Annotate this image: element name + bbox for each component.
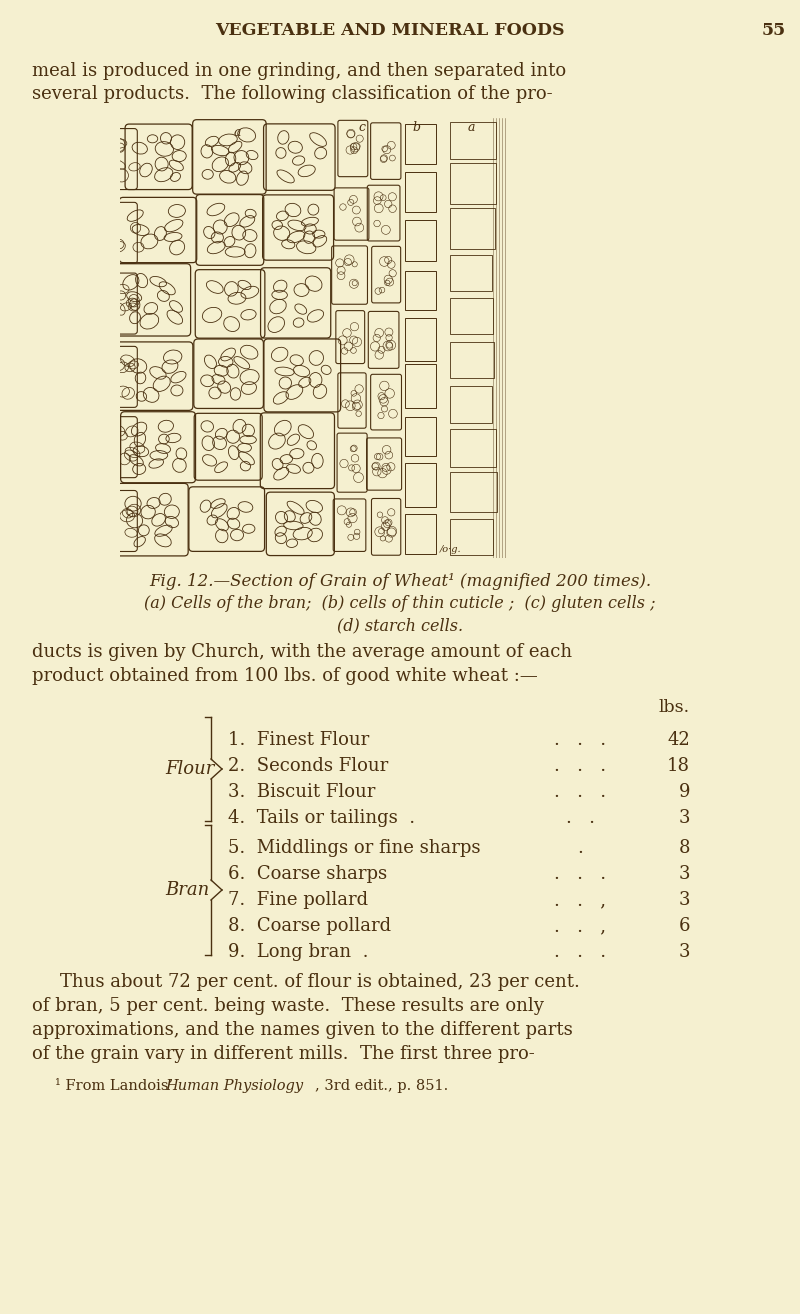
- Text: ducts is given by Church, with the average amount of each: ducts is given by Church, with the avera…: [32, 643, 572, 661]
- Text: .   .   ,: . . ,: [554, 917, 606, 936]
- Text: /o·g.: /o·g.: [440, 545, 462, 555]
- Text: Flour: Flour: [165, 759, 214, 778]
- Text: 4.  Tails or tailings  .: 4. Tails or tailings .: [228, 809, 415, 827]
- Text: ¹ From Landois’: ¹ From Landois’: [55, 1079, 178, 1093]
- Text: 1.  Finest Flour: 1. Finest Flour: [228, 731, 370, 749]
- Text: 3: 3: [678, 865, 690, 883]
- Text: 18: 18: [667, 757, 690, 775]
- Text: Human Physiology: Human Physiology: [165, 1079, 303, 1093]
- Text: .   .   .: . . .: [554, 783, 606, 802]
- Text: several products.  The following classification of the pro-: several products. The following classifi…: [32, 85, 553, 102]
- Text: a: a: [467, 121, 474, 134]
- Text: VEGETABLE AND MINERAL FOODS: VEGETABLE AND MINERAL FOODS: [215, 22, 565, 39]
- Text: .   .   .: . . .: [554, 731, 606, 749]
- Text: 2.  Seconds Flour: 2. Seconds Flour: [228, 757, 388, 775]
- Text: (a) Cells of the bran;  (b) cells of thin cuticle ;  (c) gluten cells ;: (a) Cells of the bran; (b) cells of thin…: [144, 595, 656, 612]
- Text: 3: 3: [678, 943, 690, 961]
- Text: meal is produced in one grinding, and then separated into: meal is produced in one grinding, and th…: [32, 62, 566, 80]
- Text: product obtained from 100 lbs. of good white wheat :—: product obtained from 100 lbs. of good w…: [32, 668, 538, 685]
- Text: 3: 3: [678, 891, 690, 909]
- Text: b: b: [413, 121, 420, 134]
- Text: .   .: . .: [566, 809, 594, 827]
- Text: c: c: [358, 121, 366, 134]
- Text: 3: 3: [678, 809, 690, 827]
- Text: .   .   .: . . .: [554, 943, 606, 961]
- Text: 5.  Middlings or fine sharps: 5. Middlings or fine sharps: [228, 840, 481, 857]
- Text: 8.  Coarse pollard: 8. Coarse pollard: [228, 917, 391, 936]
- Text: 9: 9: [678, 783, 690, 802]
- Text: 6.  Coarse sharps: 6. Coarse sharps: [228, 865, 387, 883]
- Text: approximations, and the names given to the different parts: approximations, and the names given to t…: [32, 1021, 573, 1039]
- Text: of the grain vary in different mills.  The first three pro-: of the grain vary in different mills. Th…: [32, 1045, 534, 1063]
- Text: .: .: [577, 840, 583, 857]
- Text: 9.  Long bran  .: 9. Long bran .: [228, 943, 369, 961]
- Text: of bran, 5 per cent. being waste.  These results are only: of bran, 5 per cent. being waste. These …: [32, 997, 544, 1014]
- Text: .   .   .: . . .: [554, 757, 606, 775]
- Text: lbs.: lbs.: [659, 699, 690, 716]
- Text: Bran: Bran: [165, 880, 210, 899]
- Text: 8: 8: [678, 840, 690, 857]
- Text: 55: 55: [762, 22, 786, 39]
- Text: Fig. 12.—Section of Grain of Wheat¹ (magnified 200 times).: Fig. 12.—Section of Grain of Wheat¹ (mag…: [149, 573, 651, 590]
- Text: 7.  Fine pollard: 7. Fine pollard: [228, 891, 368, 909]
- Text: .   .   ,: . . ,: [554, 891, 606, 909]
- Text: 6: 6: [678, 917, 690, 936]
- Text: Thus about 72 per cent. of flour is obtained, 23 per cent.: Thus about 72 per cent. of flour is obta…: [60, 972, 580, 991]
- Text: a: a: [234, 126, 241, 139]
- Text: 42: 42: [667, 731, 690, 749]
- Text: , 3rd edit., p. 851.: , 3rd edit., p. 851.: [315, 1079, 448, 1093]
- Text: 3.  Biscuit Flour: 3. Biscuit Flour: [228, 783, 375, 802]
- Text: (d) starch cells.: (d) starch cells.: [337, 618, 463, 633]
- Text: .   .   .: . . .: [554, 865, 606, 883]
